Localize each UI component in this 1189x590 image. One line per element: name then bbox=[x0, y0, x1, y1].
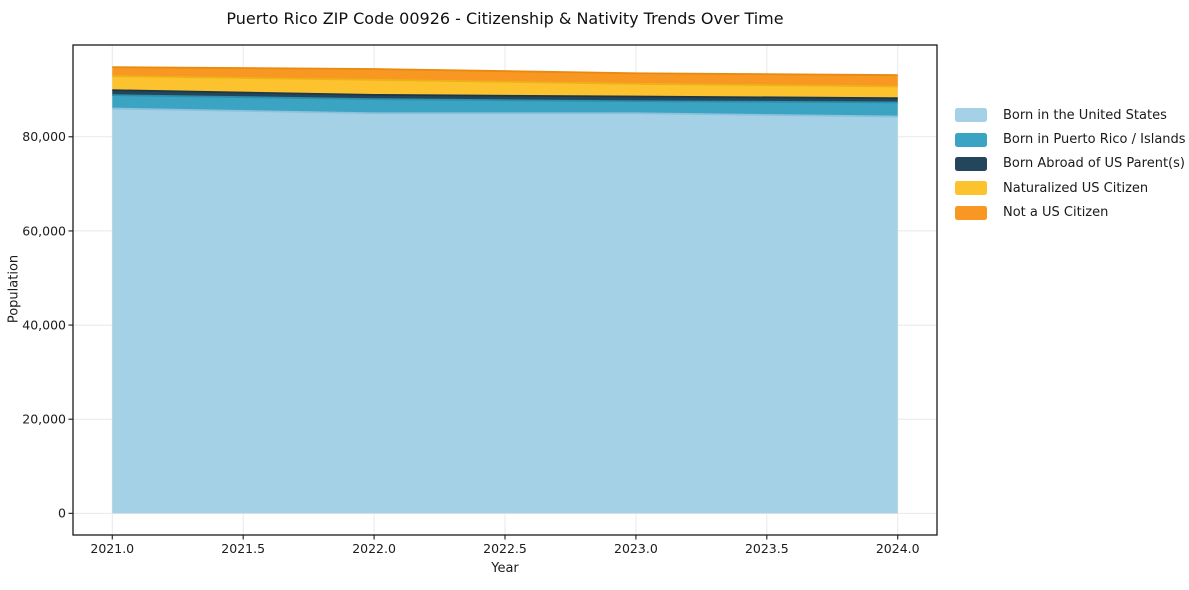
x-tick-label: 2023.5 bbox=[745, 541, 789, 556]
y-tick-label: 40,000 bbox=[22, 317, 66, 332]
x-tick-label: 2024.0 bbox=[876, 541, 920, 556]
legend-label: Born Abroad of US Parent(s) bbox=[1003, 156, 1185, 172]
x-axis-label: Year bbox=[491, 561, 519, 576]
legend-item: Born in Puerto Rico / Islands bbox=[955, 127, 1186, 151]
legend-label: Born in Puerto Rico / Islands bbox=[1003, 132, 1186, 148]
x-tick-label: 2023.0 bbox=[614, 541, 658, 556]
area-not-a-us-citizen bbox=[112, 67, 898, 87]
legend-swatch-icon bbox=[955, 205, 987, 220]
legend-swatch-icon bbox=[955, 108, 987, 123]
y-tick-label: 80,000 bbox=[22, 129, 66, 144]
legend: Born in the United States Born in Puerto… bbox=[955, 103, 1186, 225]
legend-item: Born in the United States bbox=[955, 103, 1186, 127]
area-edge-not-a-us-citizen bbox=[112, 66, 898, 77]
chart-title: Puerto Rico ZIP Code 00926 - Citizenship… bbox=[226, 9, 784, 28]
y-tick-label: 20,000 bbox=[22, 412, 66, 427]
legend-swatch-icon bbox=[955, 181, 987, 196]
y-axis-label: Population bbox=[6, 254, 22, 324]
legend-swatch-icon bbox=[955, 156, 987, 171]
legend-swatch-icon bbox=[955, 132, 987, 147]
area-edge-born-in-puerto-rico-islands bbox=[112, 94, 898, 104]
area-born-in-the-united-states bbox=[112, 108, 898, 514]
legend-label: Born in the United States bbox=[1003, 107, 1167, 123]
legend-item: Naturalized US Citizen bbox=[955, 176, 1186, 200]
y-tick-label: 0 bbox=[58, 506, 66, 521]
area-edge-naturalized-us-citizen bbox=[112, 75, 898, 88]
x-tick-label: 2021.0 bbox=[90, 541, 134, 556]
x-tick-label: 2022.0 bbox=[352, 541, 396, 556]
x-tick-label: 2022.5 bbox=[483, 541, 527, 556]
legend-label: Not a US Citizen bbox=[1003, 205, 1109, 221]
y-tick-label: 60,000 bbox=[22, 223, 66, 238]
legend-item: Not a US Citizen bbox=[955, 201, 1186, 225]
legend-label: Naturalized US Citizen bbox=[1003, 180, 1149, 196]
area-edge-born-in-the-united-states bbox=[112, 107, 898, 118]
area-naturalized-us-citizen bbox=[112, 76, 898, 99]
legend-item: Born Abroad of US Parent(s) bbox=[955, 152, 1186, 176]
area-edge-born-abroad-of-us-parent-s bbox=[112, 89, 898, 100]
x-tick-label: 2021.5 bbox=[221, 541, 265, 556]
